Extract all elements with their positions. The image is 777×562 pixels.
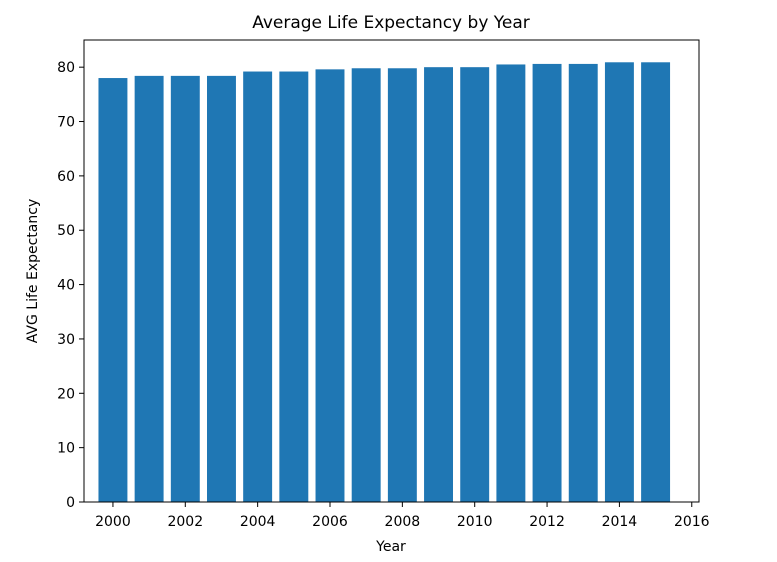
y-tick-label: 20: [57, 386, 75, 402]
bar-2013: [568, 63, 598, 503]
x-tick-label: 2004: [240, 514, 276, 530]
x-tick-label: 2008: [385, 514, 421, 530]
bars-group: [98, 62, 671, 503]
y-tick-label: 0: [66, 495, 75, 511]
x-tick-label: 2006: [312, 514, 348, 530]
bar-2012: [532, 63, 562, 503]
bar-2002: [170, 75, 200, 503]
y-tick-label: 30: [57, 332, 75, 348]
bar-2015: [641, 62, 671, 503]
x-axis-label: Year: [375, 539, 406, 555]
x-tick-label: 2012: [529, 514, 565, 530]
bar-2000: [98, 78, 128, 502]
bar-2003: [207, 75, 236, 503]
bar-2007: [351, 68, 381, 503]
y-tick-label: 80: [57, 60, 75, 76]
y-axis-label: AVG Life Expectancy: [25, 199, 41, 344]
y-tick-label: 70: [57, 115, 75, 131]
bar-2006: [315, 69, 345, 502]
x-axis: 2000 2002 2004 2006 2008 2010 2012 2014 2016: [95, 502, 710, 530]
bar-2009: [424, 67, 453, 503]
bar-2010: [460, 67, 490, 503]
bar-2014: [604, 62, 634, 503]
y-axis: 0 10 20 30 40 50 60 70 80: [57, 60, 84, 511]
bar-2005: [279, 71, 309, 502]
y-tick-label: 60: [57, 169, 75, 185]
x-tick-label: 2016: [674, 514, 710, 530]
bar-2001: [134, 75, 164, 503]
x-tick-label: 2002: [167, 514, 203, 530]
x-tick-label: 2010: [457, 514, 493, 530]
y-tick-label: 10: [57, 441, 75, 457]
x-tick-label: 2000: [95, 514, 131, 530]
bar-2011: [496, 64, 526, 502]
x-tick-label: 2014: [602, 514, 638, 530]
bar-2008: [387, 68, 417, 503]
chart-title: Average Life Expectancy by Year: [252, 13, 530, 33]
y-tick-label: 50: [57, 223, 75, 239]
y-tick-label: 40: [57, 278, 75, 294]
plot-frame: [83, 39, 700, 503]
bar-2004: [243, 71, 273, 502]
